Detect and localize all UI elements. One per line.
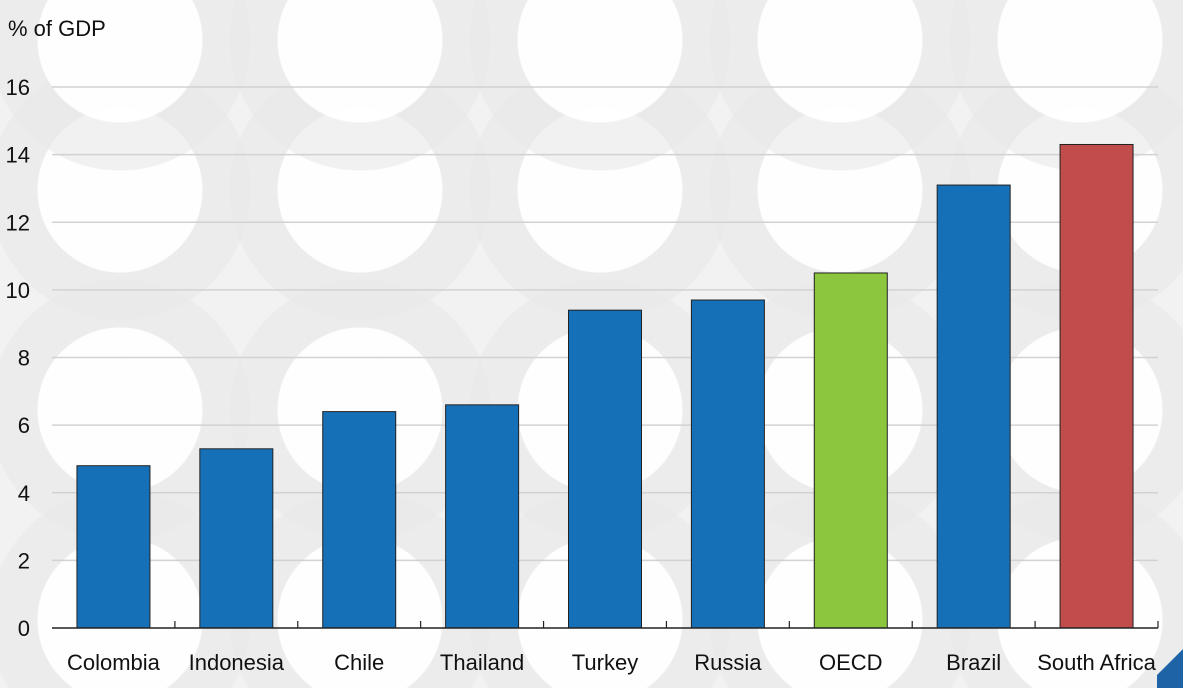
x-tick-label: Russia [694, 650, 762, 675]
y-tick-label: 2 [18, 548, 30, 573]
y-axis-label: % of GDP [8, 16, 106, 41]
y-tick-label: 8 [18, 346, 30, 371]
x-tick-label: South Africa [1037, 650, 1156, 675]
bar-south-africa [1059, 143, 1134, 629]
x-tick-label: Turkey [572, 650, 638, 675]
x-tick-label: Colombia [67, 650, 161, 675]
bar-oecd [813, 272, 888, 629]
y-tick-labels: 0 2 4 6 8 10 12 14 16 [6, 75, 30, 641]
y-tick-label: 0 [18, 616, 30, 641]
x-tick-label: OECD [819, 650, 883, 675]
x-tick-labels: Colombia Indonesia Chile Thailand Turkey Russ… [67, 621, 1159, 675]
bar-turkey [568, 309, 642, 629]
y-tick-label: 12 [6, 210, 30, 235]
y-tick-label: 14 [6, 143, 30, 168]
bar-russia [690, 299, 765, 629]
corner-accent [1157, 632, 1183, 688]
y-tick-label: 16 [6, 75, 30, 100]
bar-colombia [76, 465, 151, 629]
y-tick-label: 6 [18, 413, 30, 438]
bars [76, 143, 1134, 629]
y-tick-label: 10 [6, 278, 30, 303]
x-tick-label: Indonesia [189, 650, 285, 675]
bar-thailand [445, 404, 520, 629]
bar-chile [322, 411, 397, 629]
x-tick-label: Brazil [946, 650, 1001, 675]
x-tick-label: Thailand [440, 650, 524, 675]
bar-indonesia [199, 448, 274, 629]
bar-brazil [936, 184, 1011, 629]
x-tick-label: Chile [334, 650, 384, 675]
y-tick-label: 4 [18, 481, 30, 506]
